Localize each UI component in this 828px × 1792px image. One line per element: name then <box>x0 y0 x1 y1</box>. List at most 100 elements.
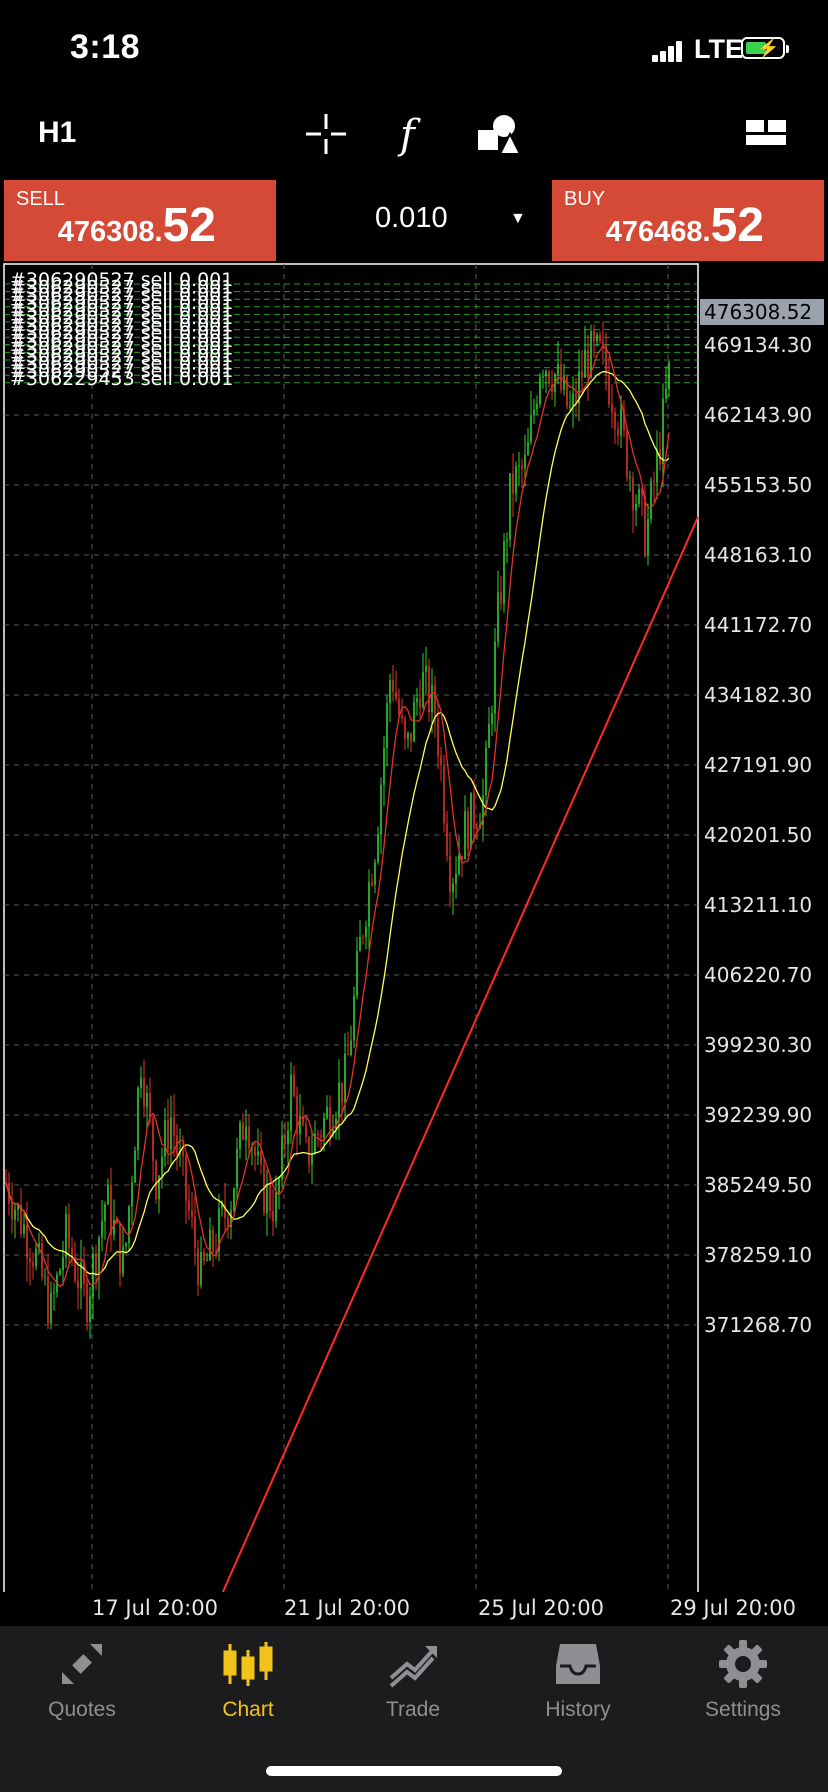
candle-body <box>530 414 532 443</box>
candle-body <box>560 364 562 390</box>
candle-body <box>413 702 415 742</box>
candle-body <box>482 795 484 825</box>
dropdown-arrow-icon: ▼ <box>510 210 526 227</box>
order-label: #306290527 sell 0.001 <box>10 284 233 306</box>
candle-body <box>134 1150 136 1183</box>
candle-body <box>266 1183 268 1214</box>
candle-body <box>359 937 361 952</box>
candle-body <box>107 1184 109 1205</box>
tab-settings[interactable]: Settings <box>678 1636 808 1726</box>
candle-body <box>239 1122 241 1149</box>
candle-body <box>518 465 520 467</box>
objects-icon[interactable] <box>474 110 522 158</box>
price-label: 462143.90 <box>704 403 812 427</box>
battery-icon: ⚡ <box>741 37 789 59</box>
x-label-3: 25 Jul 20:00 <box>478 1596 604 1620</box>
price-label: 413211.10 <box>704 893 812 917</box>
candle-body <box>665 388 667 399</box>
candle-body <box>197 1248 199 1285</box>
candle-body <box>185 1155 187 1201</box>
crosshair-icon[interactable] <box>302 110 350 158</box>
candle-body <box>515 466 517 494</box>
candle-body <box>65 1213 67 1258</box>
status-bar: 3:18 LTE ⚡ <box>0 0 828 100</box>
candle-body <box>296 1095 298 1135</box>
buy-button[interactable]: BUY 476468.52 <box>552 180 824 261</box>
ma-fast-line <box>5 344 670 1288</box>
price-label: 455153.50 <box>704 473 812 497</box>
candle-body <box>290 1074 292 1131</box>
candle-body <box>38 1243 40 1249</box>
tab-chart[interactable]: Chart <box>183 1636 313 1726</box>
candle-body <box>533 409 535 415</box>
price-label: 399230.30 <box>704 1033 812 1057</box>
candle-body <box>365 926 367 938</box>
indicators-icon[interactable]: f <box>390 110 438 158</box>
candle-body <box>209 1229 211 1261</box>
order-label: #306290527 sell 0.001 <box>10 292 233 314</box>
candle-body <box>383 748 385 785</box>
candle-body <box>506 539 508 542</box>
candle-body <box>119 1223 121 1274</box>
candle-body <box>644 495 646 556</box>
candle-body <box>158 1175 160 1200</box>
candle-body <box>146 1092 148 1107</box>
candle-body <box>488 723 490 748</box>
candle-body <box>68 1213 70 1248</box>
candle-body <box>527 442 529 455</box>
network-type: LTE <box>694 34 743 64</box>
candle-body <box>221 1204 223 1209</box>
candle-body <box>188 1200 190 1211</box>
timeframe-button[interactable]: H1 <box>38 116 77 149</box>
trade-icon <box>389 1646 437 1688</box>
candle-body <box>344 1053 346 1103</box>
candle-body <box>131 1182 133 1207</box>
candle-body <box>437 718 439 756</box>
candle-body <box>293 1074 295 1096</box>
candle-body <box>152 1118 154 1161</box>
candle-body <box>611 404 613 413</box>
volume-selector[interactable]: 0.010 ▼ <box>280 180 548 261</box>
order-label: #306290527 sell 0.001 <box>10 353 233 375</box>
candle-body <box>80 1261 82 1289</box>
candle-body <box>431 685 433 713</box>
price-chart[interactable]: #306290527 sell 0.001#306290527 sell 0.0… <box>0 262 828 1592</box>
candle-body <box>635 504 637 511</box>
volume-value: 0.010 <box>375 202 448 234</box>
candle-body <box>467 811 469 849</box>
candle-body <box>332 1129 334 1136</box>
candle-body <box>53 1292 55 1294</box>
candle-body <box>368 882 370 927</box>
trendline[interactable] <box>221 516 699 1592</box>
tab-trade[interactable]: Trade <box>348 1636 478 1726</box>
candle-body <box>26 1224 28 1259</box>
candle-body <box>425 665 427 672</box>
candle-body <box>347 1053 349 1056</box>
candle-body <box>422 671 424 708</box>
tab-quotes[interactable]: Quotes <box>17 1636 147 1726</box>
chart-frame <box>3 263 699 1592</box>
tab-history[interactable]: History <box>513 1636 643 1726</box>
sell-button[interactable]: SELL 476308.52 <box>4 180 276 261</box>
candle-body <box>629 477 631 479</box>
candle-body <box>257 1151 259 1156</box>
tab-bar: Quotes Chart Trade History Settings <box>0 1626 828 1792</box>
candle-body <box>521 465 523 469</box>
price-label: 406220.70 <box>704 963 812 987</box>
candle-body <box>275 1192 277 1222</box>
x-label-1: 17 Jul 20:00 <box>92 1596 218 1620</box>
order-label: #306290527 sell 0.001 <box>10 360 233 382</box>
status-time: 3:18 <box>70 28 141 66</box>
candle-body <box>503 541 505 604</box>
candle-body <box>494 641 496 714</box>
candle-body <box>656 449 658 483</box>
candle-body <box>632 477 634 511</box>
price-label: 385249.50 <box>704 1173 812 1197</box>
candle-body <box>584 349 586 378</box>
candle-body <box>218 1208 220 1252</box>
layout-icon[interactable] <box>742 110 790 158</box>
candle-body <box>626 430 628 478</box>
candle-body <box>14 1209 16 1220</box>
candle-body <box>137 1087 139 1151</box>
candle-body <box>212 1229 214 1252</box>
